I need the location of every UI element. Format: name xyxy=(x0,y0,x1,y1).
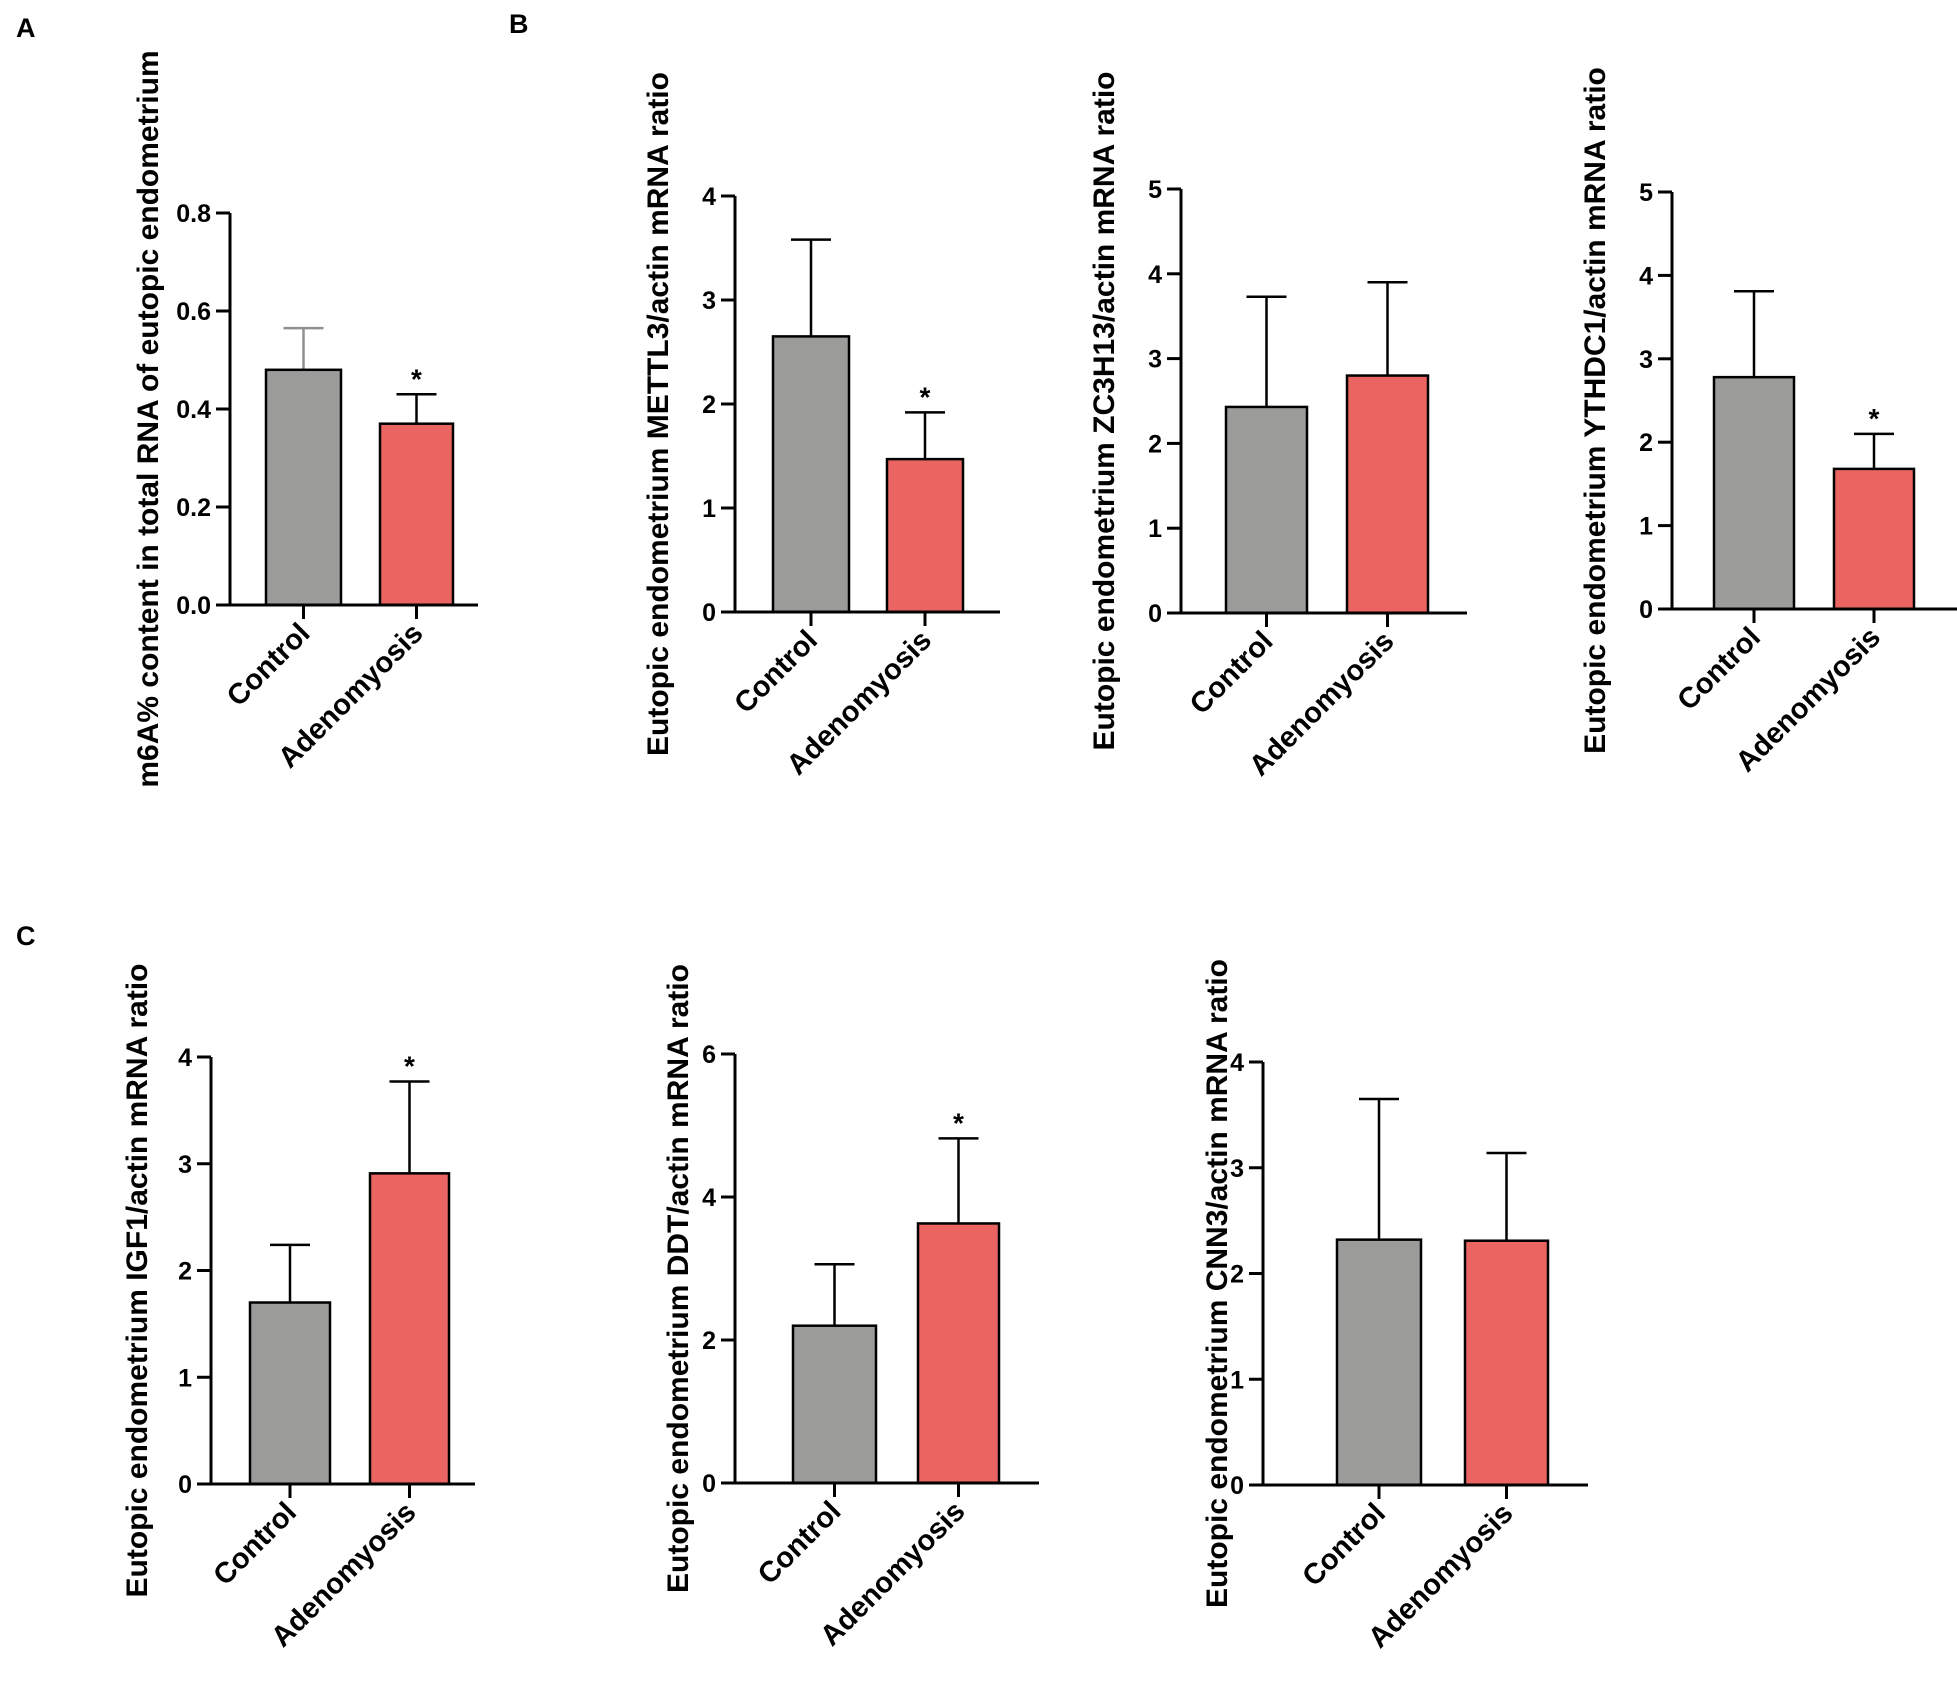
y-tick-label: 5 xyxy=(1148,176,1162,204)
chart-m6a-content: m6A% content in total RNA of eutopic end… xyxy=(132,50,478,788)
bar-control xyxy=(1335,1238,1423,1487)
y-axis-label: m6A% content in total RNA of eutopic end… xyxy=(132,50,165,787)
y-tick-label: 0 xyxy=(178,1471,192,1499)
x-tick-label-control: Control xyxy=(1184,625,1280,721)
y-tick-label: 2 xyxy=(1148,430,1162,458)
panel-label-a: A xyxy=(16,13,36,43)
y-axis-label: Eutopic endometrium METTL3/actin mRNA ra… xyxy=(642,72,675,756)
bar-adenomyosis xyxy=(1345,374,1430,615)
y-tick-label: 0.6 xyxy=(176,298,211,326)
bar-adenomyosis xyxy=(1832,467,1916,611)
y-tick-label: 2 xyxy=(702,1327,716,1355)
y-tick-label: 2 xyxy=(1639,429,1653,457)
y-axis-label: Eutopic endometrium IGF1/actin mRNA rati… xyxy=(121,964,154,1598)
bar-control xyxy=(791,1324,878,1485)
x-tick-label-control: Control xyxy=(1671,621,1767,717)
y-tick-label: 0.4 xyxy=(176,396,211,424)
y-tick-label: 5 xyxy=(1639,179,1653,207)
significance-marker: * xyxy=(411,363,422,394)
y-tick-label: 2 xyxy=(1230,1261,1244,1289)
y-tick-label: 0 xyxy=(1230,1472,1244,1500)
y-tick-label: 0 xyxy=(1148,600,1162,628)
significance-marker: * xyxy=(1869,403,1880,434)
chart-ythdc1: Eutopic endometrium YTHDC1/actin mRNA ra… xyxy=(1579,67,1957,778)
chart-igf1: Eutopic endometrium IGF1/actin mRNA rati… xyxy=(121,964,475,1653)
x-tick-label-control: Control xyxy=(1296,1497,1392,1593)
significance-marker: * xyxy=(404,1051,415,1082)
y-tick-label: 4 xyxy=(1639,262,1653,290)
bar-adenomyosis xyxy=(916,1222,1001,1485)
x-tick-label-control: Control xyxy=(752,1495,848,1591)
y-tick-label: 3 xyxy=(1230,1155,1244,1183)
chart-zc3h13: Eutopic endometrium ZC3H13/actin mRNA ra… xyxy=(1088,72,1467,782)
significance-marker: * xyxy=(953,1107,964,1138)
y-tick-label: 1 xyxy=(1148,515,1162,543)
y-tick-label: 1 xyxy=(178,1364,192,1392)
bar-adenomyosis xyxy=(1463,1239,1550,1487)
y-tick-label: 4 xyxy=(178,1044,192,1072)
chart-cnn3: Eutopic endometrium CNN3/actin mRNA rati… xyxy=(1201,959,1588,1654)
y-tick-label: 3 xyxy=(1148,346,1162,374)
bar-adenomyosis xyxy=(368,1172,451,1486)
y-tick-label: 6 xyxy=(702,1041,716,1069)
x-tick-label-control: Control xyxy=(207,1496,303,1592)
y-tick-label: 4 xyxy=(1230,1049,1244,1077)
y-axis-label: Eutopic endometrium CNN3/actin mRNA rati… xyxy=(1201,959,1234,1608)
y-tick-label: 3 xyxy=(702,287,716,315)
bar-control xyxy=(771,335,851,614)
y-axis-label: Eutopic endometrium DDT/actin mRNA ratio xyxy=(662,964,695,1593)
y-tick-label: 2 xyxy=(178,1258,192,1286)
y-tick-label: 0 xyxy=(702,599,716,627)
y-tick-label: 1 xyxy=(1639,513,1653,541)
y-tick-label: 0.8 xyxy=(176,200,211,228)
bar-adenomyosis xyxy=(885,457,965,614)
bar-control xyxy=(248,1301,332,1486)
y-tick-label: 4 xyxy=(702,1184,716,1212)
y-axis-label: Eutopic endometrium ZC3H13/actin mRNA ra… xyxy=(1088,72,1121,751)
x-tick-label-control: Control xyxy=(728,624,824,720)
significance-marker: * xyxy=(920,381,931,412)
chart-mettl3: Eutopic endometrium METTL3/actin mRNA ra… xyxy=(642,72,1000,781)
bar-control xyxy=(264,368,343,607)
y-axis-label: Eutopic endometrium YTHDC1/actin mRNA ra… xyxy=(1579,67,1612,754)
x-tick-label-control: Control xyxy=(221,617,317,713)
y-tick-label: 4 xyxy=(1148,261,1162,289)
y-tick-label: 4 xyxy=(702,183,716,211)
y-tick-label: 1 xyxy=(1230,1366,1244,1394)
chart-ddt: Eutopic endometrium DDT/actin mRNA ratio… xyxy=(662,964,1039,1652)
y-tick-label: 0 xyxy=(702,1470,716,1498)
panel-label-b: B xyxy=(509,9,529,39)
y-tick-label: 0 xyxy=(1639,596,1653,624)
bar-control xyxy=(1712,375,1796,611)
bar-adenomyosis xyxy=(378,422,455,607)
y-tick-label: 3 xyxy=(1639,346,1653,374)
y-tick-label: 3 xyxy=(178,1151,192,1179)
y-tick-label: 0.0 xyxy=(176,592,211,620)
panel-label-c: C xyxy=(16,921,36,951)
y-tick-label: 0.2 xyxy=(176,494,211,522)
bar-control xyxy=(1224,405,1309,615)
y-tick-label: 2 xyxy=(702,391,716,419)
y-tick-label: 1 xyxy=(702,495,716,523)
